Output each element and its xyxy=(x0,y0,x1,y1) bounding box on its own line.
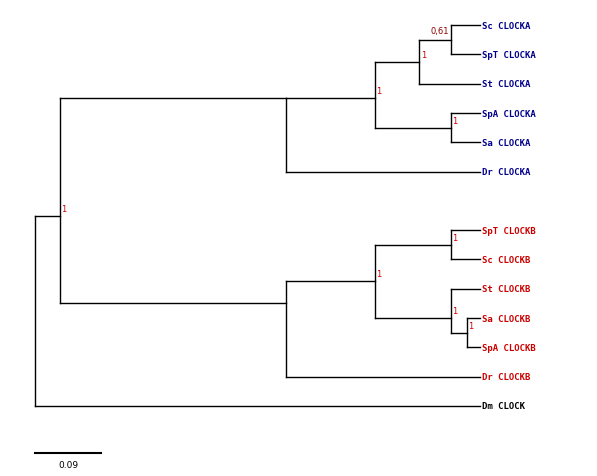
Text: SpT CLOCKB: SpT CLOCKB xyxy=(482,226,536,235)
Text: SpA CLOCKA: SpA CLOCKA xyxy=(482,109,536,119)
Text: 1: 1 xyxy=(453,233,458,242)
Text: 1: 1 xyxy=(376,270,381,279)
Text: Sa CLOCKB: Sa CLOCKB xyxy=(482,314,531,323)
Text: Sc CLOCKA: Sc CLOCKA xyxy=(482,22,531,30)
Text: Dm CLOCK: Dm CLOCK xyxy=(482,402,525,410)
Text: Sc CLOCKB: Sc CLOCKB xyxy=(482,256,531,264)
Text: 1: 1 xyxy=(421,51,426,60)
Text: 1: 1 xyxy=(453,307,458,316)
Text: Dr CLOCKA: Dr CLOCKA xyxy=(482,168,531,177)
Text: 1: 1 xyxy=(61,204,66,213)
Text: 0.09: 0.09 xyxy=(58,460,78,469)
Text: 1: 1 xyxy=(468,321,473,330)
Text: SpT CLOCKA: SpT CLOCKA xyxy=(482,51,536,60)
Text: Dr CLOCKB: Dr CLOCKB xyxy=(482,372,531,381)
Text: St CLOCKB: St CLOCKB xyxy=(482,285,531,294)
Text: Sa CLOCKA: Sa CLOCKA xyxy=(482,139,531,148)
Text: St CLOCKA: St CLOCKA xyxy=(482,80,531,89)
Text: SpA CLOCKB: SpA CLOCKB xyxy=(482,343,536,352)
Text: 1: 1 xyxy=(453,117,458,126)
Text: 0,61: 0,61 xyxy=(430,28,449,36)
Text: 1: 1 xyxy=(376,87,381,96)
